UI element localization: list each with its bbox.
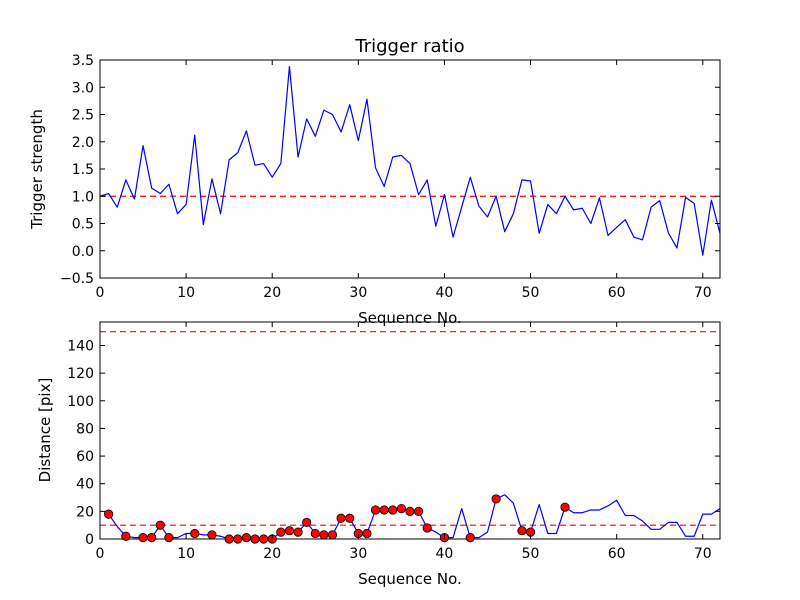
trigger-marker <box>302 517 312 528</box>
trigger-marker <box>491 494 501 504</box>
bottom-series-line <box>108 494 721 540</box>
top-x-tick-label: 0 <box>96 285 105 301</box>
trigger-marker <box>379 505 389 515</box>
top-x-tick-label: 50 <box>522 285 540 301</box>
trigger-marker <box>345 513 355 523</box>
top-y-axis-label: Trigger strength <box>28 109 46 230</box>
trigger-ratio-title: Trigger ratio <box>354 36 464 57</box>
bottom-y-tick-label: 120 <box>67 366 94 382</box>
top-plot-frame <box>99 59 721 279</box>
top-y-tick-label: −0.5 <box>60 271 94 287</box>
bottom-x-tick-label: 50 <box>522 546 540 562</box>
top-y-tick-label: 3.5 <box>72 53 94 69</box>
trigger-marker <box>207 530 217 540</box>
top-y-tick-label: 3.0 <box>72 80 94 96</box>
top-x-tick-label: 30 <box>349 285 367 301</box>
trigger-marker <box>241 533 251 543</box>
top-x-tick-label: 10 <box>177 285 195 301</box>
top-x-tick-label: 40 <box>436 285 454 301</box>
trigger-marker <box>414 506 424 516</box>
trigger-marker <box>155 520 165 530</box>
top-y-tick-label: 1.0 <box>72 189 94 205</box>
trigger-marker <box>276 527 286 537</box>
trigger-marker <box>147 533 157 543</box>
bottom-x-tick-label: 0 <box>96 546 105 562</box>
trigger-marker <box>233 534 243 544</box>
trigger-marker <box>224 534 234 544</box>
bottom-x-tick-label: 10 <box>177 546 195 562</box>
bottom-marker-layer <box>104 494 570 544</box>
trigger-marker <box>370 505 381 515</box>
top-x-tick-label: 70 <box>694 285 712 301</box>
trigger-marker <box>259 534 269 544</box>
bottom-axis-ticks: 0 10 20 30 40 50 60 70 0 20 40 60 80 100 120 140 <box>67 322 720 562</box>
bottom-y-tick-label: 0 <box>85 532 94 548</box>
trigger-marker <box>388 505 398 515</box>
trigger-marker <box>310 528 320 539</box>
trigger-marker <box>405 506 415 516</box>
trigger-marker <box>284 526 295 536</box>
bottom-y-tick-label: 20 <box>76 504 94 520</box>
bottom-y-tick-label: 140 <box>67 338 94 354</box>
top-y-tick-label: 2.0 <box>72 135 94 151</box>
top-x-tick-label: 20 <box>263 285 281 301</box>
trigger-marker <box>250 534 260 544</box>
trigger-marker <box>164 533 174 543</box>
trigger-ratio-panel: Trigger ratio 0 10 20 30 40 50 60 70 −0.5 0.0 0.5 1… <box>28 36 721 327</box>
trigger-marker <box>138 533 148 543</box>
bottom-x-tick-label: 70 <box>694 546 712 562</box>
trigger-marker <box>517 526 527 536</box>
bottom-x-tick-label: 60 <box>608 546 626 562</box>
bottom-x-tick-label: 20 <box>263 546 281 562</box>
top-axis-ticks: 0 10 20 30 40 50 60 70 −0.5 0.0 0.5 1.0 1.5 2.0 2.5 3.0… <box>60 53 720 301</box>
top-series-layer <box>99 65 721 256</box>
top-y-tick-label: 0.0 <box>72 244 94 260</box>
trigger-marker <box>104 509 114 519</box>
trigger-marker <box>319 530 329 540</box>
bottom-x-tick-label: 40 <box>436 546 454 562</box>
top-x-axis-label: Sequence No. <box>358 309 462 327</box>
trigger-marker <box>293 527 303 537</box>
bottom-y-axis-label: Distance [pix] <box>36 378 54 483</box>
trigger-marker <box>362 528 372 539</box>
bottom-plot-frame <box>99 321 721 540</box>
top-x-tick-label: 60 <box>608 285 626 301</box>
top-series-line <box>99 65 721 256</box>
bottom-series-layer <box>108 494 721 540</box>
trigger-marker <box>327 530 338 540</box>
bottom-x-axis-label: Sequence No. <box>358 570 462 588</box>
top-y-tick-label: 1.5 <box>72 162 94 178</box>
trigger-marker <box>560 502 570 512</box>
bottom-y-tick-label: 60 <box>76 449 94 465</box>
trigger-marker <box>422 523 432 533</box>
top-y-tick-label: 2.5 <box>72 108 94 124</box>
trigger-marker <box>336 513 346 523</box>
distance-panel: 0 10 20 30 40 50 60 70 0 20 40 60 80 100 120 140 Sequen… <box>36 321 721 588</box>
bottom-x-tick-label: 30 <box>349 546 367 562</box>
bottom-y-tick-label: 80 <box>76 421 94 437</box>
trigger-marker <box>121 531 131 541</box>
bottom-y-tick-label: 100 <box>67 394 94 410</box>
bottom-threshold-layer <box>100 331 720 526</box>
trigger-marker <box>465 533 475 543</box>
trigger-marker <box>396 503 406 514</box>
trigger-marker <box>190 528 200 539</box>
top-y-tick-label: 0.5 <box>72 217 94 233</box>
bottom-y-tick-label: 40 <box>76 477 94 493</box>
